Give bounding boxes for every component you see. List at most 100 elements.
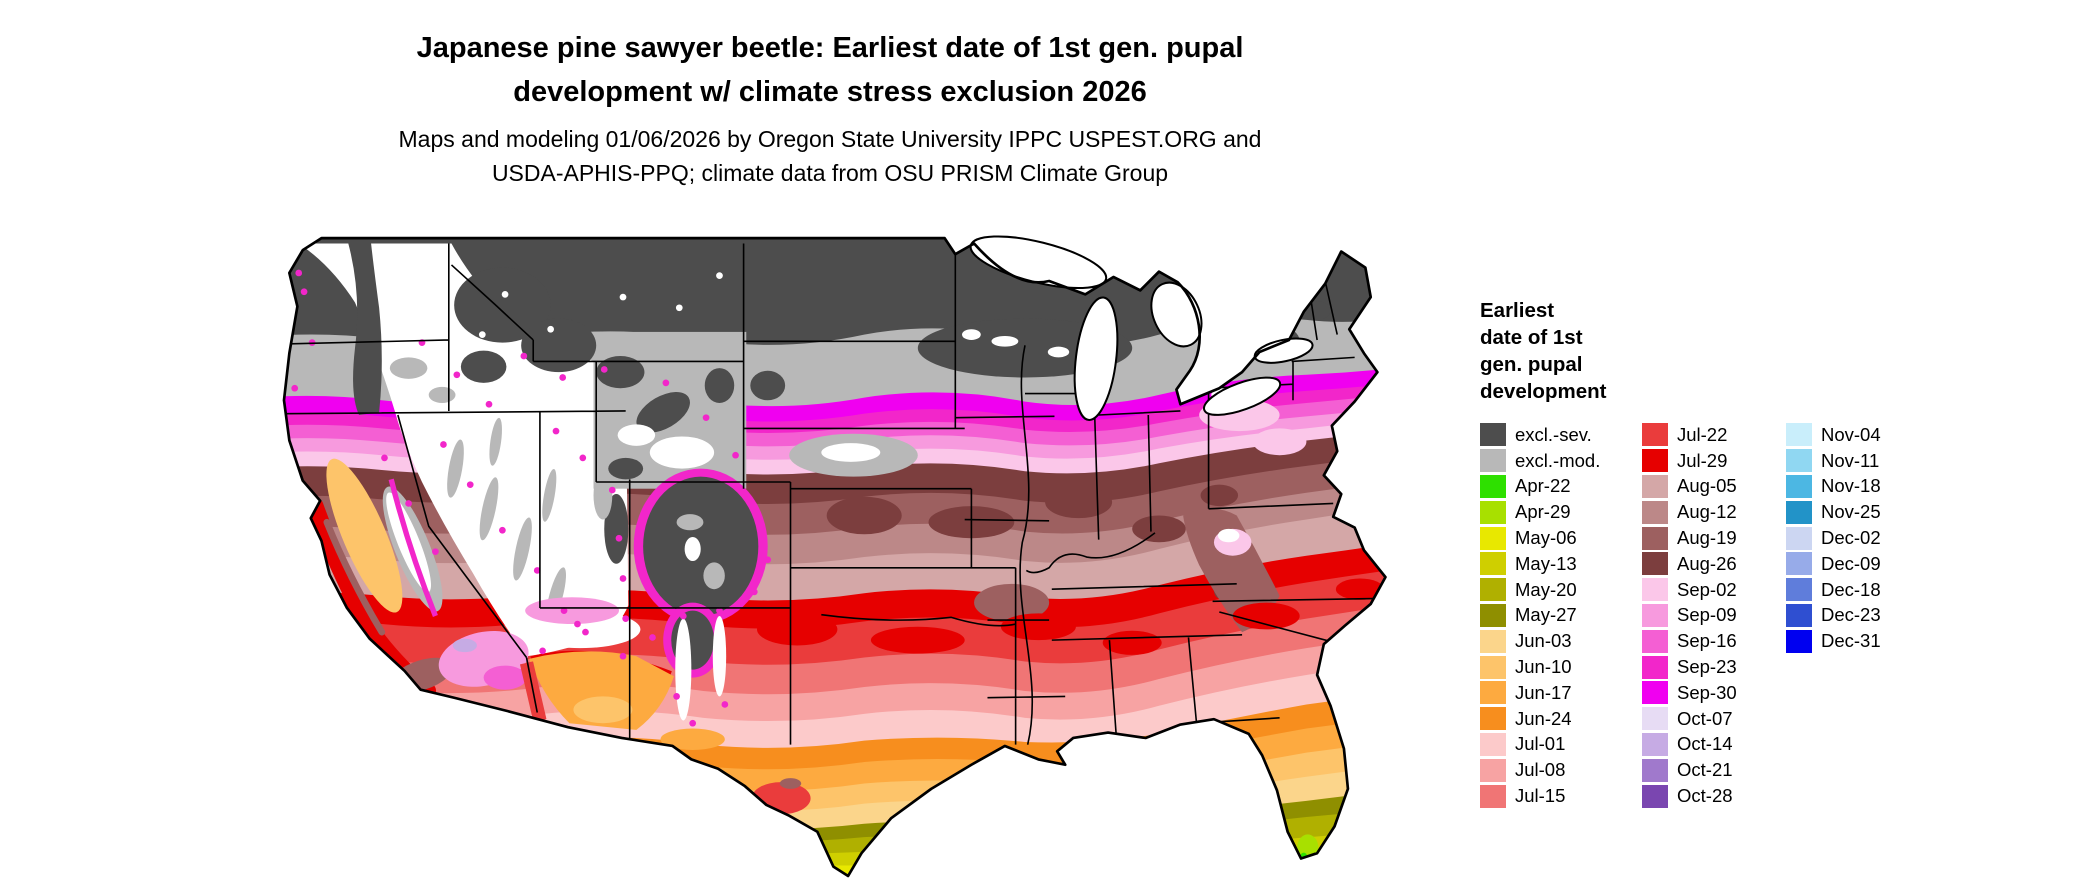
legend-column-3: Nov-04 Nov-11 Nov-18 Nov-25 Dec-02 Dec-09 Dec-… [1786,422,1881,654]
legend-entry-label: May-06 [1515,527,1577,549]
legend-entry-label: Aug-12 [1677,501,1737,523]
lake-erie [1203,376,1282,416]
legend-swatch [1480,423,1506,447]
legend-swatch [1786,423,1812,447]
legend-swatch [1642,423,1668,447]
legend-title: Earliest date of 1st gen. pupal developm… [1480,299,1607,403]
legend-entry: Sep-30 [1642,680,1737,706]
legend-entry-label: Dec-23 [1821,604,1881,626]
band-may06 [283,843,1386,876]
legend-entry: Jun-10 [1480,654,1600,680]
legend-entry: Nov-04 [1786,422,1881,448]
legend-entry-label: Apr-29 [1515,501,1571,523]
legend-entry: Aug-19 [1642,525,1737,551]
legend-entry-label: May-27 [1515,604,1577,626]
us-outline [282,236,1387,878]
legend-entry-label: Jun-24 [1515,707,1572,729]
sierra-magenta-fringe [388,478,438,617]
legend-entry: Dec-31 [1786,628,1881,654]
colorado-inner-specks [676,514,725,590]
legend-entry: May-20 [1480,577,1600,603]
legend-entry-label: Jul-08 [1515,759,1566,781]
legend-swatch [1480,474,1506,498]
legend-entry: Jul-29 [1642,448,1737,474]
az-desert-orange [529,651,674,730]
legend-entry: Dec-02 [1786,525,1881,551]
legend-entry: Dec-23 [1786,603,1881,629]
legend-swatch [1480,655,1506,679]
us-map [282,235,1387,878]
legend-entry-label: Jun-10 [1515,656,1572,678]
legend-entry-label: Jun-17 [1515,681,1572,703]
mojave-lavender [452,638,477,653]
legend-swatch [1480,578,1506,602]
legend-swatch [1786,449,1812,473]
legend-swatch [1642,681,1668,705]
page-title: Japanese pine sawyer beetle: Earliest da… [416,32,1244,108]
legend-swatch [1480,603,1506,627]
legend-swatch [1480,707,1506,731]
lake-michigan [1073,296,1119,421]
magenta-speckles [287,269,772,727]
legend-entry-label: Oct-07 [1677,707,1733,729]
legend-entry: excl.-mod. [1480,448,1600,474]
legend-entry: Oct-21 [1642,757,1737,783]
legend-entry: Aug-26 [1642,551,1737,577]
legend-swatch [1480,629,1506,653]
legend-swatch [1642,449,1668,473]
legend-entry: Nov-18 [1786,474,1881,500]
legend-entry: Sep-09 [1642,603,1737,629]
legend-swatch [1480,552,1506,576]
page-subtitle: Maps and modeling 01/06/2026 by Oregon S… [398,126,1262,186]
legend-swatch [1480,526,1506,550]
ca-coast-range-brown [323,518,386,636]
legend-entry: Sep-23 [1642,654,1737,680]
legend-entry-label: Apr-22 [1515,475,1571,497]
legend-swatch [1480,500,1506,524]
legend-entry: Oct-14 [1642,732,1737,758]
legend-column-2: Jul-22 Jul-29 Aug-05 Aug-12 Aug-19 Aug-26 Sep-… [1642,422,1737,809]
legend-entry-label: Aug-19 [1677,527,1737,549]
legend-entry: Aug-12 [1642,499,1737,525]
legend-entry-label: Nov-18 [1821,475,1881,497]
legend-swatch [1786,474,1812,498]
legend-entry-label: Oct-21 [1677,759,1733,781]
legend-entry: Oct-07 [1642,706,1737,732]
legend-swatch [1786,552,1812,576]
legend-swatch [1480,758,1506,782]
legend-entry: Oct-28 [1642,783,1737,809]
us-map-container [221,214,1427,884]
legend-swatch [1642,500,1668,524]
legend-entry-label: Dec-31 [1821,630,1881,652]
legend-entry: excl.-sev. [1480,422,1600,448]
legend-swatch [1480,449,1506,473]
legend-entry: Aug-05 [1642,474,1737,500]
legend-entry: Jun-17 [1480,680,1600,706]
legend-entry-label: May-13 [1515,552,1577,574]
legend-entry: Sep-02 [1642,577,1737,603]
legend-entry-label: Jul-29 [1677,449,1728,471]
colorado-rockies [643,476,759,616]
ozark-brown [974,583,1050,622]
legend-entry-label: Jun-03 [1515,630,1572,652]
legend-entry-label: Aug-26 [1677,552,1737,574]
legend-entry-label: Sep-02 [1677,578,1737,600]
legend-swatch [1786,629,1812,653]
legend-swatch [1480,784,1506,808]
legend-entry: Sep-16 [1642,628,1737,654]
legend-entry-label: Dec-09 [1821,552,1881,574]
legend-swatch [1642,784,1668,808]
legend-entry: May-13 [1480,551,1600,577]
white-speckles [478,272,723,379]
mojave-magenta [483,665,527,690]
legend-entry: Jul-22 [1642,422,1737,448]
legend-entry-label: Jul-01 [1515,733,1566,755]
legend-swatch [1786,578,1812,602]
legend-entry: Jun-03 [1480,628,1600,654]
legend-entry-label: Nov-04 [1821,423,1881,445]
colorado-white-speck [684,536,701,562]
legend-entry: May-27 [1480,603,1600,629]
legend-column-1: excl.-sev. excl.-mod. Apr-22 Apr-29 May-06 Ma… [1480,422,1600,809]
legend-entry-label: Sep-16 [1677,630,1737,652]
